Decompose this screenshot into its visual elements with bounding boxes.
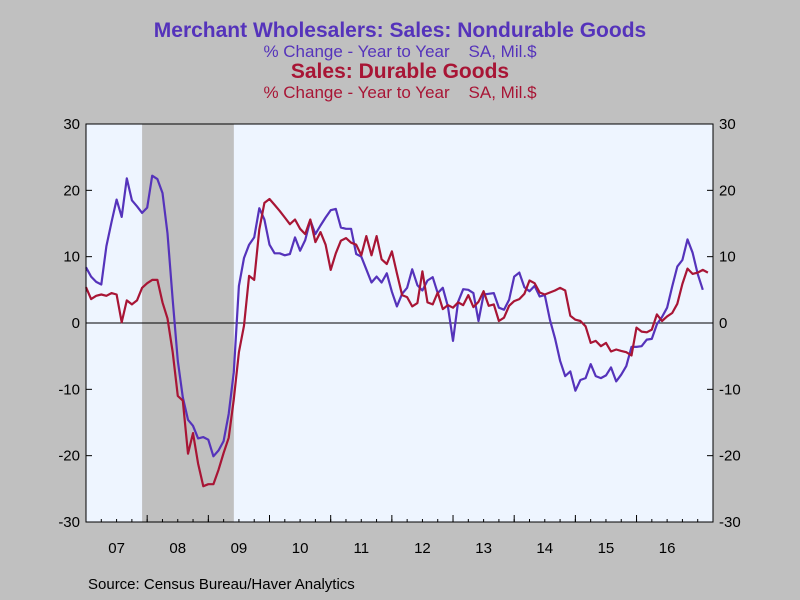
y-tick-label-right: 10 xyxy=(719,249,736,266)
y-tick-label-left: -30 xyxy=(58,514,80,531)
x-tick-label: 10 xyxy=(292,540,309,557)
series-line-durable xyxy=(84,197,709,488)
subtitle-nondurable: % Change - Year to Year SA, Mil.$ xyxy=(263,42,537,61)
series-line-nondurable xyxy=(85,174,704,458)
y-tick-label-right: -30 xyxy=(719,514,741,531)
x-tick-label: 11 xyxy=(353,540,369,557)
title-nondurable: Merchant Wholesalers: Sales: Nondurable … xyxy=(153,19,647,42)
y-tick-label-right: 30 xyxy=(719,116,736,133)
title-durable: Sales: Durable Goods xyxy=(290,60,510,83)
y-tick-label-right: 0 xyxy=(719,315,727,332)
subtitle-durable: % Change - Year to Year SA, Mil.$ xyxy=(263,83,537,102)
x-tick-label: 12 xyxy=(414,540,431,557)
x-tick-label: 16 xyxy=(659,540,676,557)
chart-title-block: Merchant Wholesalers: Sales: Nondurable … xyxy=(0,19,800,103)
x-tick-label: 09 xyxy=(231,540,248,557)
y-tick-label-left: 0 xyxy=(72,315,80,332)
x-tick-label: 13 xyxy=(475,540,492,557)
x-tick-label: 14 xyxy=(536,540,553,557)
y-tick-label-right: 20 xyxy=(719,182,736,199)
y-tick-label-left: 30 xyxy=(63,116,80,133)
y-tick-label-left: -20 xyxy=(58,448,80,465)
x-tick-label: 08 xyxy=(169,540,186,557)
y-tick-label-right: -20 xyxy=(719,448,741,465)
y-tick-label-left: 10 xyxy=(63,249,80,266)
x-tick-label: 15 xyxy=(598,540,615,557)
y-tick-label-left: -10 xyxy=(58,381,80,398)
x-tick-label: 07 xyxy=(108,540,125,557)
source-note: Source: Census Bureau/Haver Analytics xyxy=(88,576,355,593)
y-tick-label-right: -10 xyxy=(719,381,741,398)
y-tick-label-left: 20 xyxy=(63,182,80,199)
